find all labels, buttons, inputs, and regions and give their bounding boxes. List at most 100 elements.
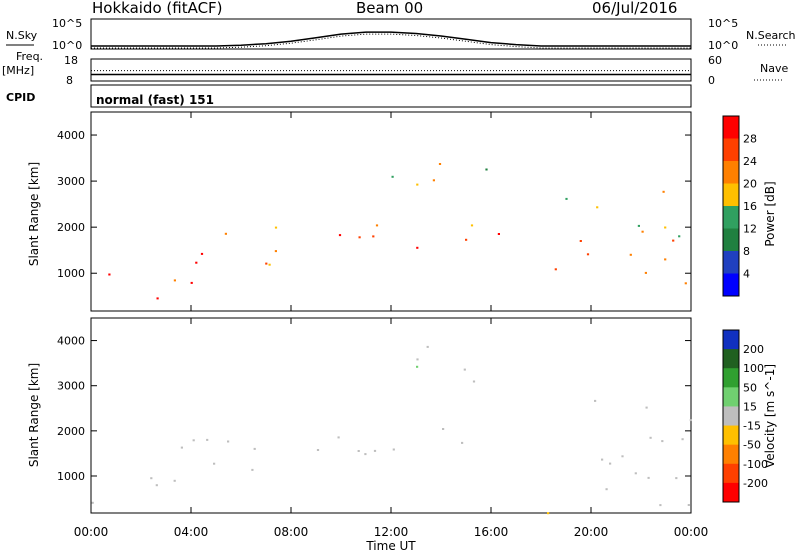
freq-panel: Freq. [MHz] 18 8 60 0 Nave [2,50,788,87]
colorbar-tick-label: 24 [743,155,757,168]
noise-right-tick-top: 10^5 [708,17,738,30]
colorbar-frame [722,115,740,297]
colorbar-tick-label: 28 [743,133,757,146]
scatter-cell [253,447,256,450]
scatter-cell [200,252,204,255]
y-tick-label: 2000 [57,221,85,234]
nave-label: Nave [760,62,788,75]
scatter-cell [637,224,640,227]
scatter-cell [195,261,198,264]
colorbar-swatch [723,273,739,297]
scatter-cell [649,436,652,439]
scatter-cell [364,453,367,456]
scatter-cell [662,190,665,193]
y-tick-label: 1000 [57,470,85,483]
scatter-cell [274,226,278,229]
y-tick-label: 1000 [57,267,85,280]
freq-unit: [MHz] [2,64,34,77]
power-panel: 1000 2000 3000 4000 Slant Range [km] 28 24 20… [27,111,777,312]
scatter-cell [579,240,582,242]
scatter-cell [372,235,375,238]
scatter-cell [227,440,230,443]
colorbar-tick-label: 12 [743,223,757,236]
scatter-cell [465,238,468,241]
scatter-cell [554,268,557,271]
colorbar-swatch [723,444,739,465]
colorbar-swatch [723,251,739,274]
scatter-cell [689,419,692,422]
scatter-cell [357,450,360,452]
scatter-cell [337,436,340,439]
x-tick-label: 08:00 [274,525,309,539]
scatter-cell [426,345,429,348]
scatter-cell [155,484,158,487]
scatter-cell [173,479,176,482]
scatter-cell [338,234,342,237]
scatter-cell [634,472,637,475]
x-tick-label: 16:00 [474,525,509,539]
scatter-cell [659,504,662,507]
colorbar-tick-label: 8 [743,245,750,258]
scatter-cell [586,253,590,256]
noise-panel: N.Sky 10^5 10^0 10^5 10^0 N.Search [6,17,796,52]
scatter-cell [647,476,650,479]
colorbar-swatch [723,368,739,388]
beam-title: Beam 00 [356,0,423,17]
scatter-cell [601,458,604,461]
time-x-ticks: 00:00 04:00 08:00 12:00 16:00 20:00 00:00 [74,112,708,539]
scatter-cell [358,236,361,239]
colorbar-swatch [723,161,739,184]
colorbar-tick-label: -15 [743,420,761,433]
scatter-cell [664,226,667,229]
colorbar-swatch [723,228,739,252]
colorbar-tick-label: -50 [743,439,761,452]
y-tick-label: 4000 [57,129,85,142]
date-title: 06/Jul/2016 [592,0,677,17]
colorbar-swatch [723,425,739,446]
scatter-cell [664,258,667,261]
nsky-curve [91,31,691,47]
scatter-cell [268,263,271,266]
scatter-cell [661,440,664,443]
scatter-cell [461,441,464,444]
colorbar-swatch [723,463,739,484]
scatter-cell [463,368,466,371]
station-title: Hokkaido (fitACF) [92,0,223,17]
nsearch-curve [91,33,691,49]
colorbar-swatch [723,482,739,503]
velocity-panel: 1000 2000 3000 4000 00:00 04:00 08:00 12:00 16:… [27,112,777,553]
velocity-y-ticks: 1000 2000 3000 4000 [57,335,691,483]
power-colorbar: 28 24 20 16 12 8 4 [722,115,757,297]
colorbar-tick-label: 16 [743,200,757,213]
scatter-cell [684,282,687,285]
scatter-cell [265,262,268,265]
scatter-cell [644,271,647,274]
y-tick-label: 2000 [57,425,85,438]
scatter-cell [150,477,153,480]
scatter-cell [91,501,94,504]
nave-right-tick-bottom: 0 [708,74,715,87]
colorbar-tick-label: 50 [743,381,757,394]
cpid-box [90,84,692,108]
colorbar-tick-label: 15 [743,400,757,413]
power-ylabel: Slant Range [km] [27,162,41,266]
scatter-cell [391,175,394,178]
scatter-cell [596,206,599,209]
scatter-cell [416,365,419,368]
nsearch-label: N.Search [746,29,796,42]
scatter-cell [206,438,209,441]
scatter-cell [605,488,608,491]
colorbar-frame [722,329,740,503]
scatter-cell [681,438,684,441]
velocity-ylabel: Slant Range [km] [27,363,41,467]
scatter-cell [316,449,320,451]
colorbar-tick-label: 20 [743,178,757,191]
scatter-cell [180,446,183,449]
scatter-cell [594,399,597,402]
colorbar-tick-label: 4 [743,268,750,281]
y-tick-label: 3000 [57,380,85,393]
scatter-cell [497,233,500,235]
power-y-ticks: 1000 2000 3000 4000 [57,129,691,280]
scatter-cell [641,230,644,233]
